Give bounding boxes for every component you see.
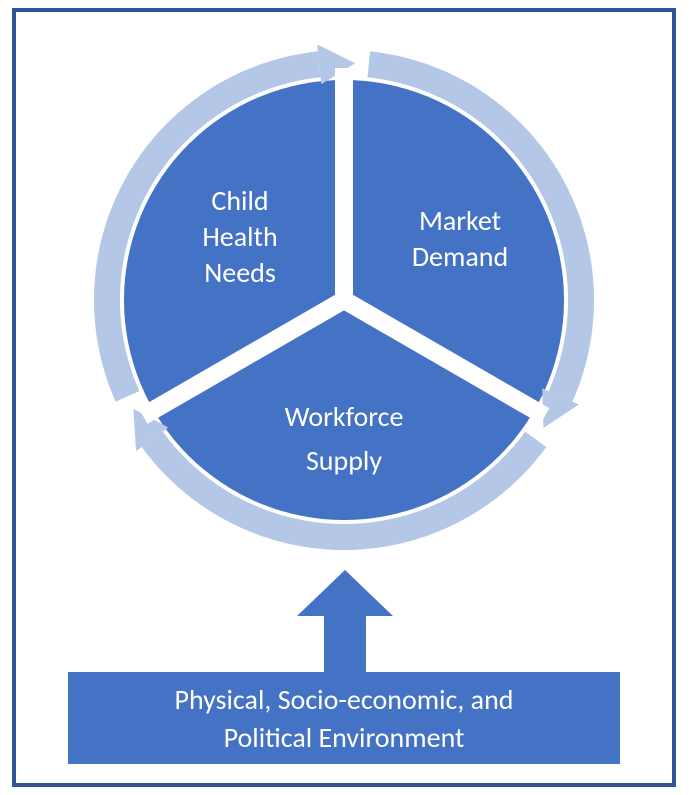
divider-hub — [334, 290, 354, 310]
diagram-svg: ChildHealthNeedsMarketDemandWorkforceSup… — [0, 0, 689, 795]
segment-label-child-health-needs: ChildHealthNeeds — [202, 183, 277, 290]
diagram-frame: ChildHealthNeedsMarketDemandWorkforceSup… — [0, 0, 689, 795]
segment-label-market-demand: MarketDemand — [412, 203, 508, 274]
